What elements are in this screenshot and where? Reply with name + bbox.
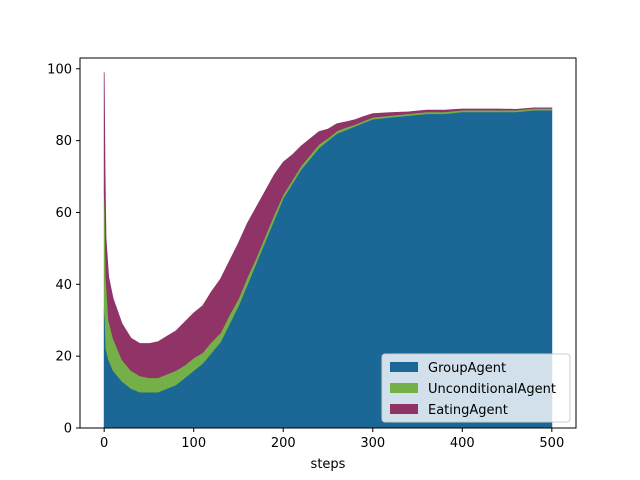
x-tick-label: 0 — [100, 436, 108, 451]
y-axis: 0 20 40 60 80 100 — [47, 62, 80, 437]
legend-box — [381, 353, 571, 423]
x-tick-label: 100 — [181, 436, 206, 451]
y-tick-label: 100 — [47, 62, 72, 77]
legend-entry-label: EatingAgent — [428, 403, 508, 418]
area-EatingAgent — [103, 72, 553, 379]
area-series-group — [103, 72, 553, 428]
y-tick-label: 80 — [55, 134, 72, 149]
y-tick-label: 40 — [55, 278, 72, 293]
legend-entry-label: GroupAgent — [428, 361, 506, 376]
y-tick-label: 60 — [55, 206, 72, 221]
x-tick-label: 300 — [360, 436, 385, 451]
x-tick-label: 400 — [450, 436, 475, 451]
x-tick-label: 500 — [539, 436, 564, 451]
y-tick-label: 20 — [55, 350, 72, 365]
plot-area — [103, 72, 553, 428]
legend-swatch — [390, 404, 418, 414]
y-tick-label: 0 — [64, 422, 72, 437]
legend-entry-label: UnconditionalAgent — [428, 382, 556, 397]
plot-frame — [79, 57, 577, 429]
legend-swatch — [390, 383, 418, 393]
legend: GroupAgent UnconditionalAgent EatingAgent — [381, 353, 571, 423]
legend-swatch — [390, 362, 418, 372]
x-axis-label: steps — [311, 457, 346, 472]
x-tick-label: 200 — [271, 436, 296, 451]
x-axis: 0 100 200 300 400 500 — [100, 428, 564, 451]
